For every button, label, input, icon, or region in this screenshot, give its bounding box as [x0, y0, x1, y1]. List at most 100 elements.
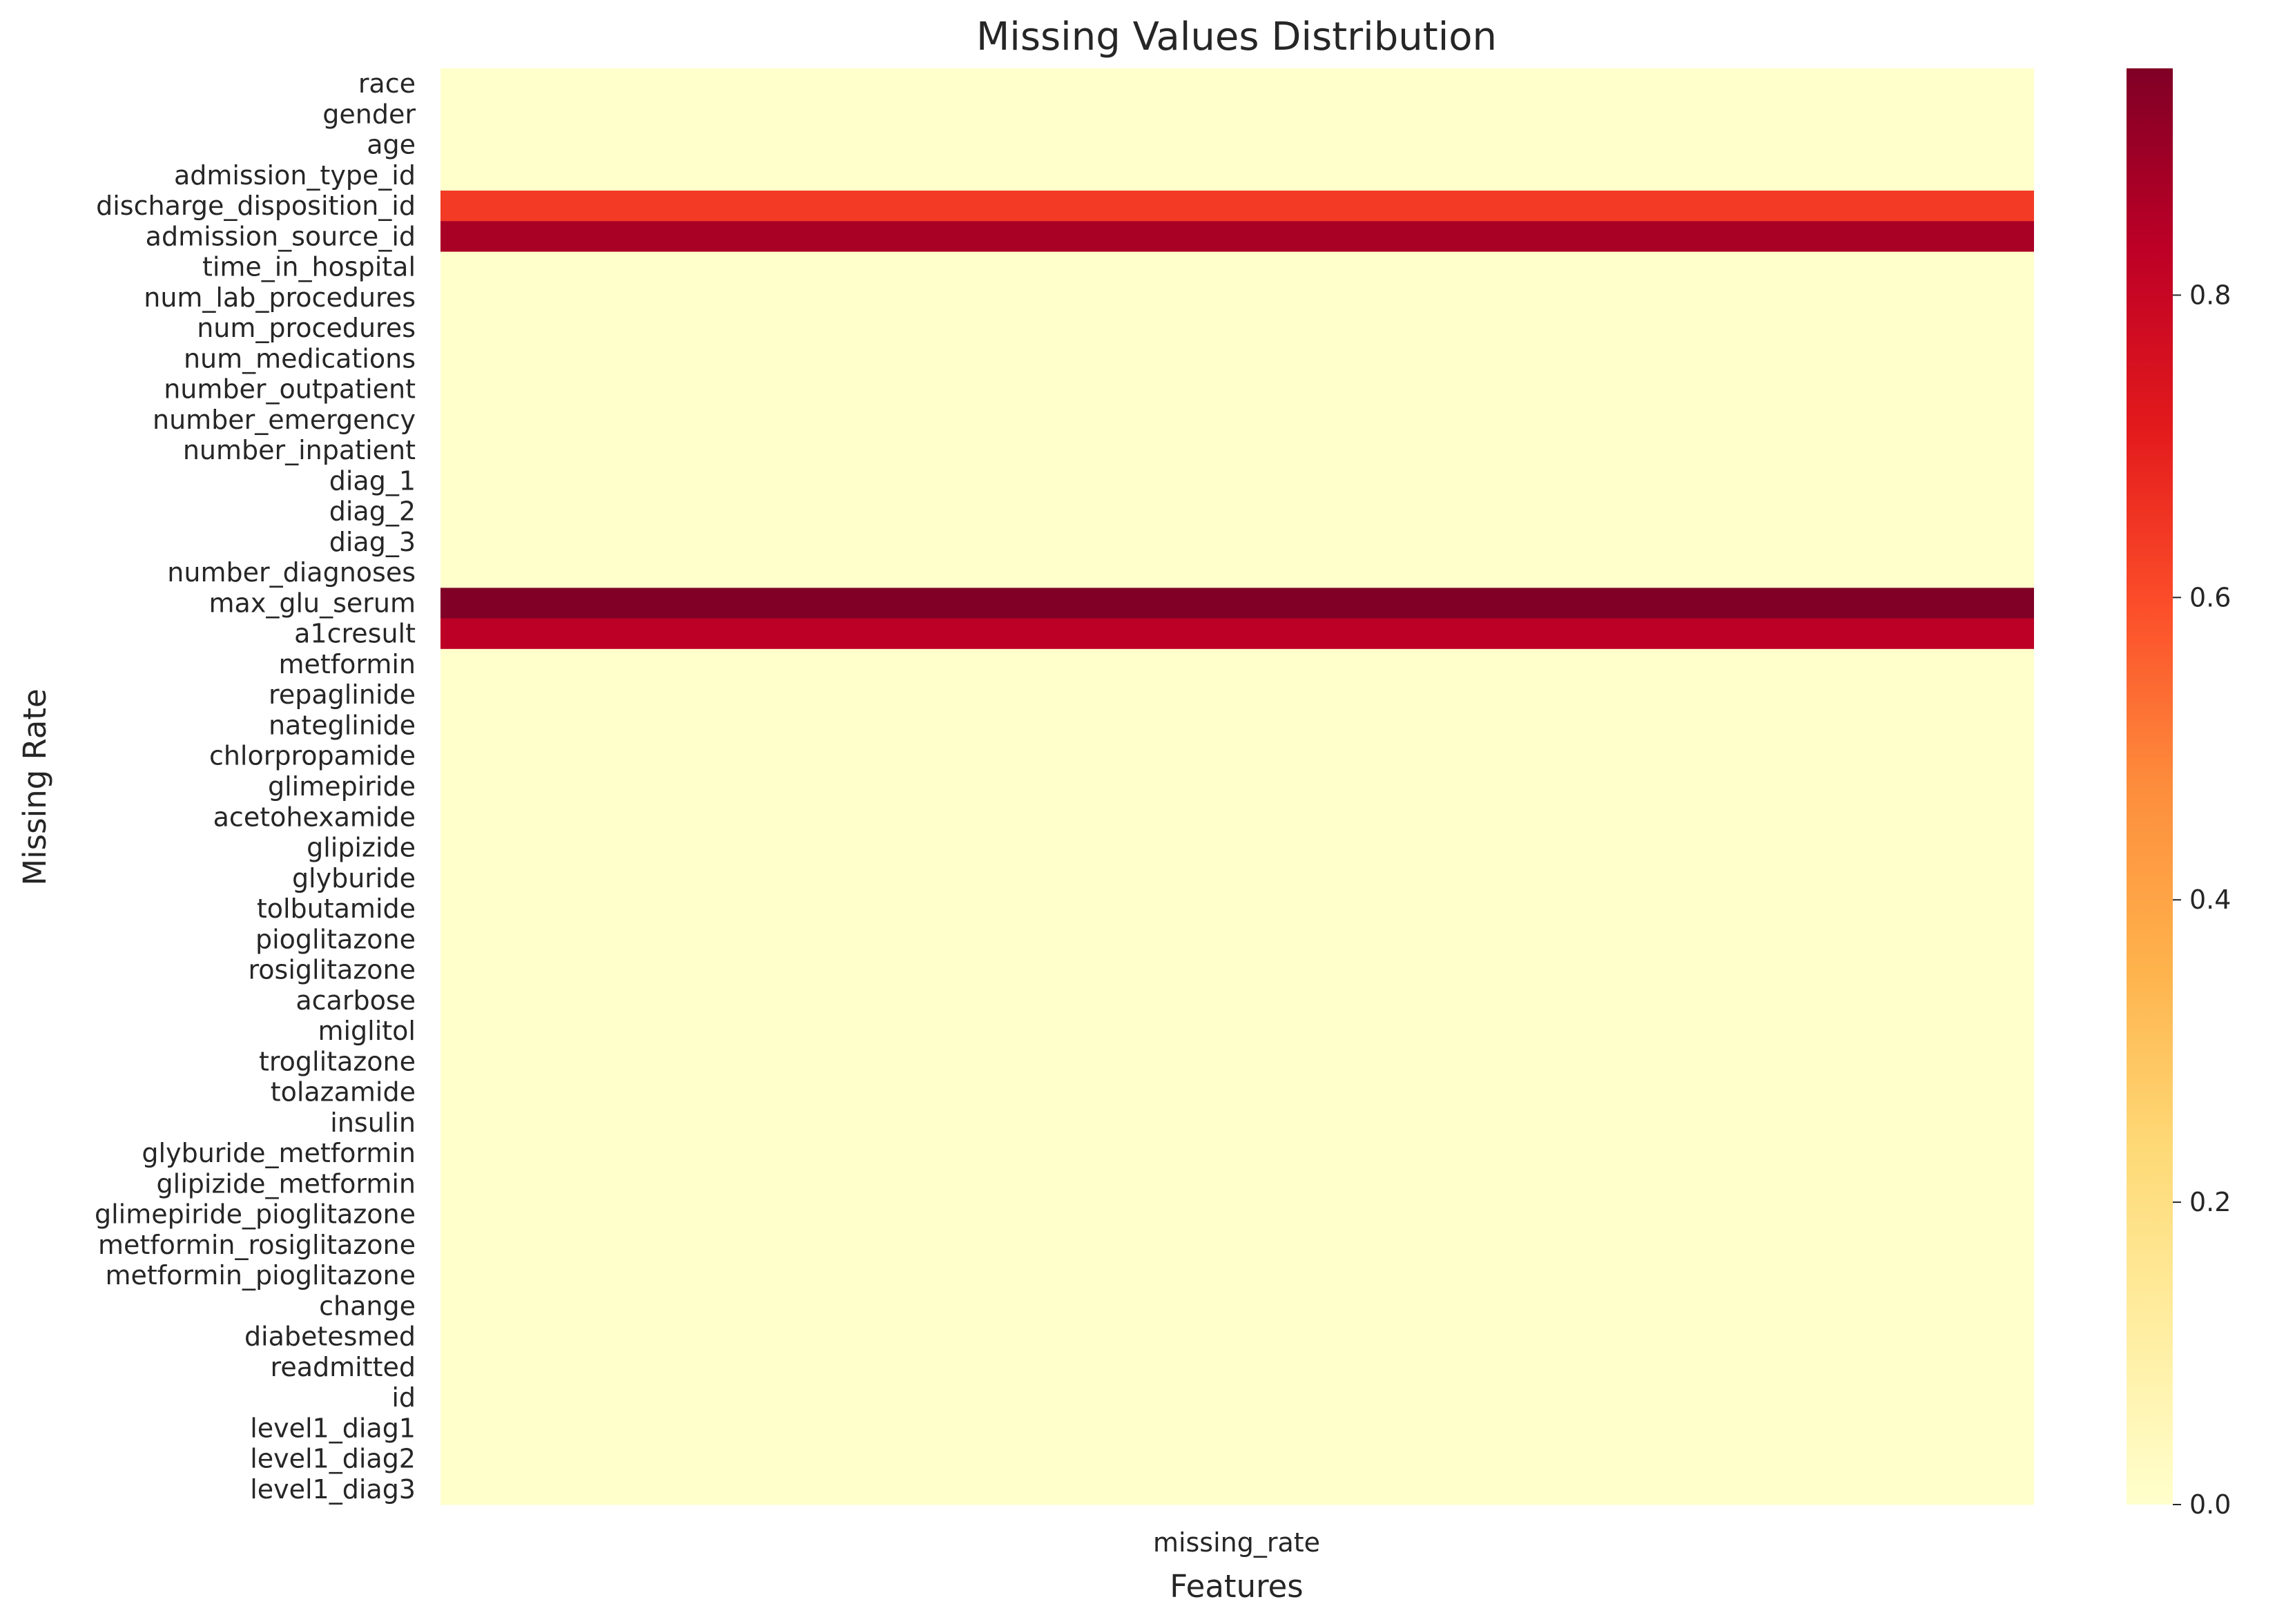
heatmap-cell — [440, 68, 2034, 99]
heatmap-cell — [440, 1015, 2034, 1047]
y-tick-label: num_lab_procedures — [144, 282, 416, 313]
heatmap-cell — [440, 129, 2034, 161]
y-axis-label: Missing Rate — [17, 688, 53, 885]
y-tick-label: nateglinide — [269, 710, 416, 740]
y-tick-label: glimepiride_pioglitazone — [95, 1199, 416, 1230]
y-tick-label: diag_1 — [329, 465, 416, 496]
y-tick-label: glipizide_metformin — [157, 1168, 416, 1199]
y-tick-label: tolbutamide — [257, 893, 416, 924]
colorbar-tick-label: 0.0 — [2189, 1489, 2231, 1520]
y-tick-label: glyburide_metformin — [142, 1138, 416, 1168]
y-tick-label: level1_diag2 — [250, 1444, 416, 1474]
y-tick-label: number_inpatient — [183, 435, 416, 465]
heatmap-cell — [440, 740, 2034, 772]
heatmap-cell — [440, 374, 2034, 405]
y-tick-label: age — [367, 130, 416, 160]
chart-title: Missing Values Distribution — [976, 14, 1497, 59]
heatmap-cell — [440, 985, 2034, 1016]
heatmap-cell — [440, 954, 2034, 986]
y-tick-label: change — [319, 1290, 416, 1321]
y-tick-label: diag_2 — [329, 496, 416, 527]
heatmap-cell — [440, 1290, 2034, 1322]
heatmap-cell — [440, 1443, 2034, 1475]
y-tick-label: readmitted — [271, 1352, 416, 1382]
heatmap-cell — [440, 679, 2034, 710]
y-tick-label: metformin — [278, 649, 416, 679]
y-tick-label: number_diagnoses — [167, 557, 416, 588]
heatmap-cell — [440, 282, 2034, 313]
y-tick-label: admission_type_id — [174, 160, 416, 191]
y-tick-label: race — [358, 68, 416, 99]
heatmap-cell — [440, 1229, 2034, 1261]
y-tick-label: glipizide — [307, 833, 416, 863]
heatmap-cell — [440, 1473, 2034, 1505]
y-tick-label: insulin — [330, 1108, 416, 1138]
heatmap-cell — [440, 435, 2034, 466]
heatmap-cell — [440, 526, 2034, 558]
heatmap-cell — [440, 1259, 2034, 1291]
y-tick-label: troglitazone — [259, 1046, 416, 1076]
y-tick-label: level1_diag1 — [250, 1413, 416, 1443]
y-tick-label: acarbose — [296, 985, 416, 1016]
heatmap-cell — [440, 1168, 2034, 1199]
heatmap-cell — [440, 832, 2034, 864]
heatmap-cell — [440, 1321, 2034, 1353]
colorbar-tick-label: 0.6 — [2189, 582, 2231, 612]
heatmap-cell — [440, 1137, 2034, 1169]
heatmap-cell — [440, 343, 2034, 375]
y-tick-label: chlorpropamide — [209, 741, 416, 771]
heatmap-cell — [440, 191, 2034, 222]
heatmap-cell — [440, 924, 2034, 955]
y-tick-label: time_in_hospital — [202, 252, 416, 282]
y-tick-label: diag_3 — [329, 527, 416, 557]
colorbar-ticks: 0.0 0.2 0.4 0.6 0.8 — [2173, 280, 2231, 1520]
heatmap-cell — [440, 1076, 2034, 1108]
colorbar-tick-label: 0.2 — [2189, 1187, 2231, 1217]
y-tick-label: discharge_disposition_id — [96, 191, 416, 221]
heatmap-cell — [440, 771, 2034, 802]
y-tick-label: max_glu_serum — [209, 588, 416, 618]
heatmap-cell — [440, 618, 2034, 650]
heatmap-cell — [440, 862, 2034, 894]
x-tick-label: missing_rate — [1153, 1527, 1320, 1558]
heatmap-cell — [440, 221, 2034, 253]
heatmap-cell — [440, 557, 2034, 588]
y-tick-label: admission_source_id — [146, 221, 416, 251]
heatmap-cell — [440, 1199, 2034, 1230]
heatmap-cell — [440, 648, 2034, 680]
heatmap-cell — [440, 99, 2034, 130]
heatmap-cell — [440, 802, 2034, 833]
heatmap-cell — [440, 1382, 2034, 1413]
y-tick-label: glyburide — [292, 863, 416, 893]
row-labels: racegenderageadmission_type_iddischarge_… — [95, 68, 416, 1505]
heatmap-cell — [440, 1413, 2034, 1444]
y-tick-label: repaglinide — [269, 679, 416, 710]
heatmap-cell — [440, 404, 2034, 436]
colorbar-tick-label: 0.8 — [2189, 280, 2231, 310]
heatmap-cell — [440, 588, 2034, 619]
y-tick-label: tolazamide — [271, 1077, 416, 1108]
heatmap-cell — [440, 313, 2034, 344]
y-tick-label: metformin_rosiglitazone — [98, 1230, 416, 1260]
heatmap-cell — [440, 1107, 2034, 1139]
heatmap-cells — [440, 68, 2034, 1505]
y-tick-label: diabetesmed — [244, 1322, 416, 1352]
y-tick-label: num_medications — [184, 343, 416, 374]
heatmap-cell — [440, 1046, 2034, 1077]
y-tick-label: a1cresult — [294, 619, 416, 649]
heatmap-cell — [440, 251, 2034, 283]
colorbar — [2127, 68, 2173, 1505]
y-tick-label: metformin_pioglitazone — [105, 1260, 416, 1290]
y-tick-label: number_emergency — [153, 405, 416, 435]
heatmap-cell — [440, 465, 2034, 497]
x-axis-label: Features — [1170, 1568, 1304, 1605]
y-tick-label: pioglitazone — [255, 924, 416, 954]
y-tick-label: rosiglitazone — [249, 955, 416, 985]
y-tick-label: num_procedures — [197, 313, 416, 343]
y-tick-label: number_outpatient — [164, 374, 416, 405]
colorbar-tick-label: 0.4 — [2189, 884, 2231, 915]
heatmap-cell — [440, 160, 2034, 191]
heatmap-cell — [440, 710, 2034, 742]
y-tick-label: glimepiride — [268, 771, 416, 802]
